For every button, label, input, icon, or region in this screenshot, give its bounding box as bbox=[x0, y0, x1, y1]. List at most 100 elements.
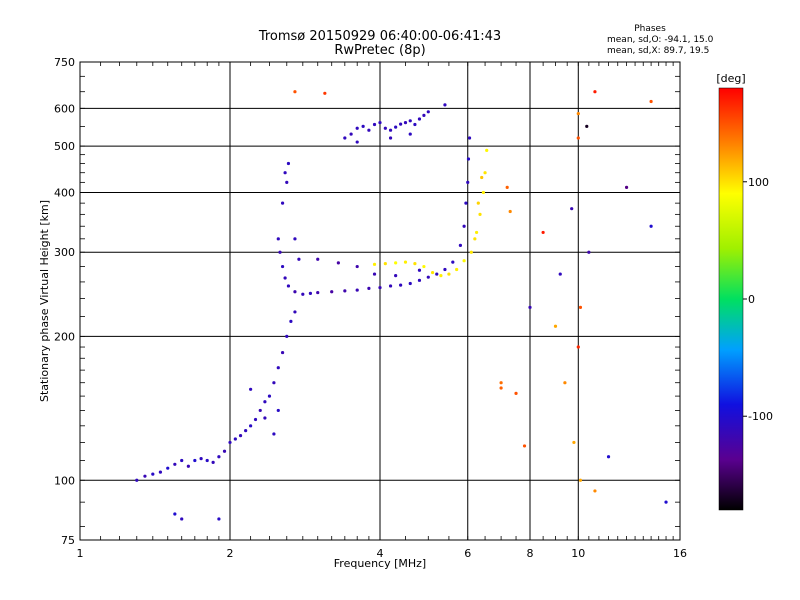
data-point bbox=[297, 257, 301, 261]
y-tick-label: 400 bbox=[54, 186, 75, 199]
data-point bbox=[576, 111, 580, 116]
phases-o-stats: mean, sd,O: -94.1, 15.0 bbox=[607, 35, 714, 45]
colorbar-unit-label: [deg] bbox=[716, 72, 745, 85]
data-point bbox=[355, 126, 359, 130]
y-tick-label: 300 bbox=[54, 246, 75, 259]
x-axis-label: Frequency [MHz] bbox=[334, 557, 426, 570]
data-point bbox=[249, 424, 253, 428]
data-point bbox=[499, 386, 503, 390]
data-point bbox=[280, 350, 285, 355]
data-point bbox=[394, 125, 398, 129]
data-point bbox=[244, 429, 248, 433]
chart-subtitle: RwPretec (8p) bbox=[334, 43, 425, 58]
x-tick-label: 10 bbox=[571, 547, 585, 560]
data-point bbox=[166, 466, 170, 470]
data-point bbox=[388, 128, 393, 132]
data-point bbox=[563, 381, 567, 385]
data-point bbox=[413, 122, 417, 127]
data-point bbox=[447, 272, 451, 276]
data-point bbox=[180, 458, 184, 463]
data-point bbox=[399, 122, 403, 126]
data-point bbox=[143, 474, 147, 478]
data-point bbox=[173, 462, 177, 466]
data-point bbox=[285, 334, 289, 338]
y-tick-label: 600 bbox=[54, 102, 75, 115]
data-point bbox=[462, 259, 466, 263]
data-point bbox=[228, 440, 232, 445]
data-point bbox=[443, 267, 447, 272]
data-point bbox=[276, 408, 280, 413]
data-point bbox=[217, 517, 221, 521]
data-point bbox=[558, 272, 562, 276]
data-point bbox=[258, 408, 262, 413]
data-point bbox=[439, 274, 443, 278]
x-axis-ticks: 1 2 4 6 8 10 16 bbox=[77, 62, 687, 560]
x-tick-label: 6 bbox=[464, 547, 471, 560]
data-point bbox=[422, 264, 426, 269]
data-point bbox=[426, 275, 430, 279]
data-point bbox=[522, 444, 527, 448]
data-point bbox=[293, 90, 297, 94]
data-point bbox=[238, 434, 243, 438]
data-point bbox=[323, 91, 327, 95]
y-axis-label: Stationary phase Virtual Height [km] bbox=[38, 200, 51, 402]
data-point bbox=[383, 126, 387, 130]
phases-x-stats: mean, sd,X: 89.7, 19.5 bbox=[607, 46, 709, 56]
data-point bbox=[624, 185, 629, 189]
data-point bbox=[430, 270, 435, 275]
data-point bbox=[383, 261, 387, 266]
data-point bbox=[451, 260, 455, 264]
data-point bbox=[462, 224, 466, 228]
data-point bbox=[367, 286, 371, 291]
x-tick-label: 8 bbox=[527, 547, 534, 560]
data-point bbox=[293, 290, 297, 294]
data-point bbox=[308, 291, 313, 296]
data-point bbox=[474, 230, 479, 235]
data-point bbox=[301, 292, 305, 296]
data-point bbox=[316, 290, 320, 295]
data-point bbox=[289, 319, 293, 323]
data-point bbox=[199, 457, 203, 461]
data-point bbox=[186, 464, 190, 468]
data-point bbox=[278, 250, 282, 254]
data-point bbox=[158, 470, 163, 474]
data-point bbox=[664, 500, 668, 504]
colorbar-tick-label: 0 bbox=[748, 293, 755, 306]
data-point bbox=[476, 201, 480, 205]
data-point bbox=[343, 136, 347, 140]
data-point bbox=[135, 478, 139, 482]
data-point bbox=[151, 472, 155, 476]
data-point bbox=[330, 290, 334, 294]
data-point bbox=[403, 260, 408, 264]
data-point bbox=[349, 132, 353, 136]
colorbar-ticks: 100 0 -100 bbox=[743, 176, 773, 423]
data-point bbox=[553, 324, 558, 328]
data-point bbox=[372, 272, 377, 276]
data-point bbox=[435, 272, 439, 276]
data-point bbox=[443, 103, 447, 107]
data-point bbox=[464, 201, 468, 205]
data-point bbox=[372, 122, 377, 127]
data-point bbox=[283, 171, 287, 175]
data-point bbox=[355, 264, 359, 269]
data-point bbox=[466, 157, 471, 161]
data-point bbox=[576, 345, 580, 349]
data-point bbox=[528, 305, 532, 309]
data-point bbox=[249, 387, 253, 391]
data-point bbox=[394, 261, 398, 265]
data-point bbox=[417, 268, 422, 272]
data-point bbox=[280, 201, 285, 205]
data-point bbox=[180, 517, 184, 521]
data-point bbox=[499, 381, 503, 385]
data-point bbox=[233, 437, 237, 441]
data-point bbox=[222, 449, 227, 453]
data-point bbox=[272, 381, 276, 385]
data-point bbox=[649, 99, 653, 104]
data-point bbox=[361, 124, 365, 128]
chart-title: Tromsø 20150929 06:40:00-06:41:43 bbox=[258, 29, 501, 44]
y-tick-label: 200 bbox=[54, 330, 75, 343]
x-tick-label: 2 bbox=[227, 547, 234, 560]
data-point bbox=[480, 175, 484, 180]
data-point bbox=[473, 237, 477, 241]
